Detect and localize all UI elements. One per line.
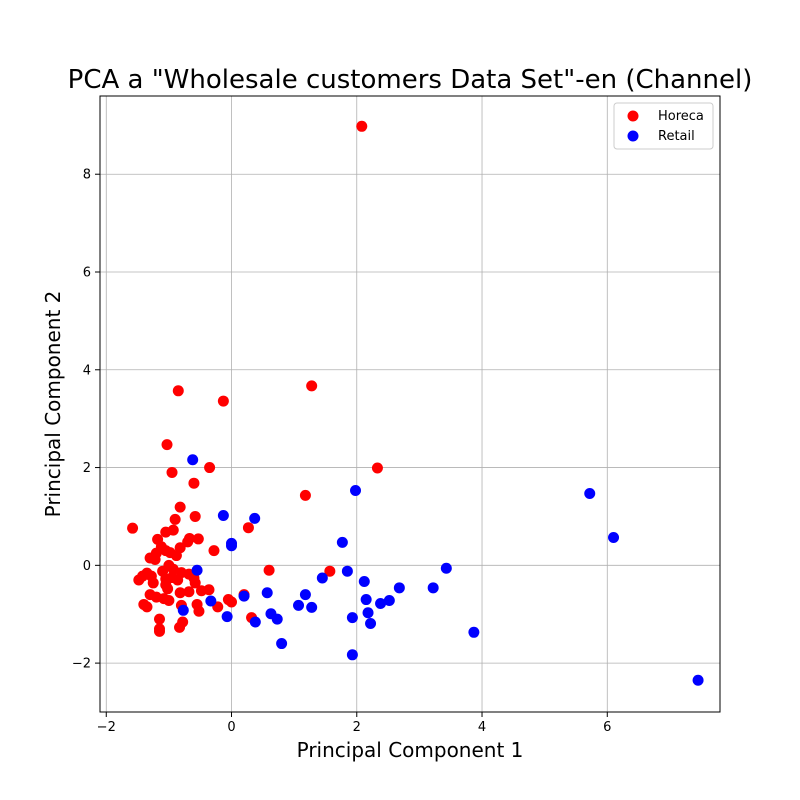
- data-point-retail: [346, 649, 358, 661]
- data-point-horeca: [188, 477, 200, 489]
- data-point-retail: [249, 616, 261, 628]
- grid: [100, 96, 720, 712]
- data-point-horeca: [182, 536, 194, 548]
- data-point-retail: [299, 589, 311, 601]
- data-point-retail: [365, 618, 377, 630]
- data-point-retail: [440, 562, 452, 574]
- data-point-horeca: [356, 120, 368, 132]
- data-point-retail: [350, 485, 362, 497]
- data-point-horeca: [174, 501, 186, 513]
- data-point-retail: [316, 572, 328, 584]
- data-point-horeca: [172, 385, 184, 397]
- data-point-horeca: [217, 395, 229, 407]
- data-point-horeca: [189, 510, 201, 522]
- data-point-retail: [608, 531, 620, 543]
- data-point-horeca: [161, 439, 173, 451]
- data-point-horeca: [170, 550, 182, 562]
- data-point-retail: [692, 674, 704, 686]
- data-point-horeca: [208, 545, 220, 557]
- y-tick-label: 0: [83, 559, 91, 574]
- data-point-horeca: [226, 596, 238, 608]
- y-axis-label: Principal Component 2: [41, 291, 65, 518]
- data-point-horeca: [153, 613, 165, 625]
- data-point-horeca: [160, 526, 172, 538]
- data-point-horeca: [149, 553, 161, 565]
- data-point-retail: [249, 512, 261, 524]
- data-point-retail: [360, 594, 372, 606]
- x-tick-label: 2: [353, 720, 361, 735]
- data-point-retail: [261, 587, 273, 599]
- data-point-retail: [383, 595, 395, 607]
- legend-box: [613, 102, 714, 150]
- x-tick-label: 6: [603, 720, 611, 735]
- data-point-horeca: [203, 584, 215, 596]
- data-point-horeca: [263, 564, 275, 576]
- data-point-horeca: [183, 586, 195, 598]
- data-point-horeca: [137, 570, 149, 582]
- data-point-horeca: [163, 595, 175, 607]
- x-tick-label: 4: [478, 720, 486, 735]
- data-point-retail: [341, 565, 353, 577]
- y-tick-label: 4: [83, 363, 91, 378]
- legend-marker-retail: [627, 130, 639, 142]
- data-point-retail: [271, 613, 283, 625]
- data-point-retail: [358, 575, 370, 587]
- x-tick-label: 0: [227, 720, 235, 735]
- data-point-horeca: [174, 621, 186, 633]
- data-point-retail: [177, 604, 189, 616]
- data-point-retail: [362, 607, 374, 619]
- data-point-horeca: [174, 587, 186, 599]
- x-axis-label: Principal Component 1: [297, 738, 524, 762]
- data-point-horeca: [204, 462, 216, 474]
- axis-ticks: −2 0 2 4 6 −2 0 2 4 6 8: [72, 168, 612, 735]
- data-point-horeca: [162, 583, 174, 595]
- data-point-retail: [217, 509, 229, 521]
- data-point-horeca: [324, 565, 336, 577]
- legend-marker-horeca: [627, 110, 639, 122]
- data-point-retail: [226, 540, 238, 552]
- y-tick-label: 2: [83, 461, 91, 476]
- data-point-horeca: [147, 577, 159, 589]
- y-tick-label: −2: [72, 657, 91, 672]
- data-point-horeca: [192, 533, 204, 545]
- legend: Horeca Retail: [613, 102, 714, 150]
- data-point-horeca: [172, 574, 184, 586]
- y-tick-label: 6: [83, 266, 91, 281]
- data-point-retail: [293, 599, 305, 611]
- legend-label-horeca: Horeca: [658, 109, 704, 124]
- data-point-retail: [336, 536, 348, 548]
- data-point-retail: [191, 564, 203, 576]
- data-point-horeca: [141, 601, 153, 613]
- data-point-retail: [205, 595, 217, 607]
- data-point-retail: [468, 626, 480, 638]
- data-point-retail: [346, 612, 358, 624]
- data-point-horeca: [193, 605, 205, 617]
- plot-frame: [99, 95, 721, 713]
- data-point-horeca: [189, 577, 201, 589]
- data-point-horeca: [166, 466, 178, 478]
- data-point-horeca: [299, 489, 311, 501]
- x-tick-label: −2: [97, 720, 116, 735]
- data-point-horeca: [371, 462, 383, 474]
- y-tick-label: 8: [83, 168, 91, 183]
- data-point-horeca: [127, 522, 139, 534]
- data-point-retail: [276, 638, 288, 650]
- data-point-retail: [584, 487, 596, 499]
- data-point-horeca: [306, 380, 318, 392]
- legend-label-retail: Retail: [658, 129, 695, 144]
- data-point-retail: [221, 611, 233, 623]
- data-point-retail: [393, 582, 405, 594]
- chart-title: PCA a "Wholesale customers Data Set"-en …: [68, 65, 753, 95]
- data-point-retail: [238, 590, 250, 602]
- data-point-retail: [306, 601, 318, 613]
- data-point-horeca: [153, 625, 165, 637]
- data-point-horeca: [169, 513, 181, 525]
- data-point-retail: [187, 454, 199, 466]
- data-point-retail: [427, 582, 439, 594]
- data-point-horeca: [242, 522, 254, 534]
- data-point-retail: [375, 597, 387, 609]
- data-points: [127, 120, 704, 686]
